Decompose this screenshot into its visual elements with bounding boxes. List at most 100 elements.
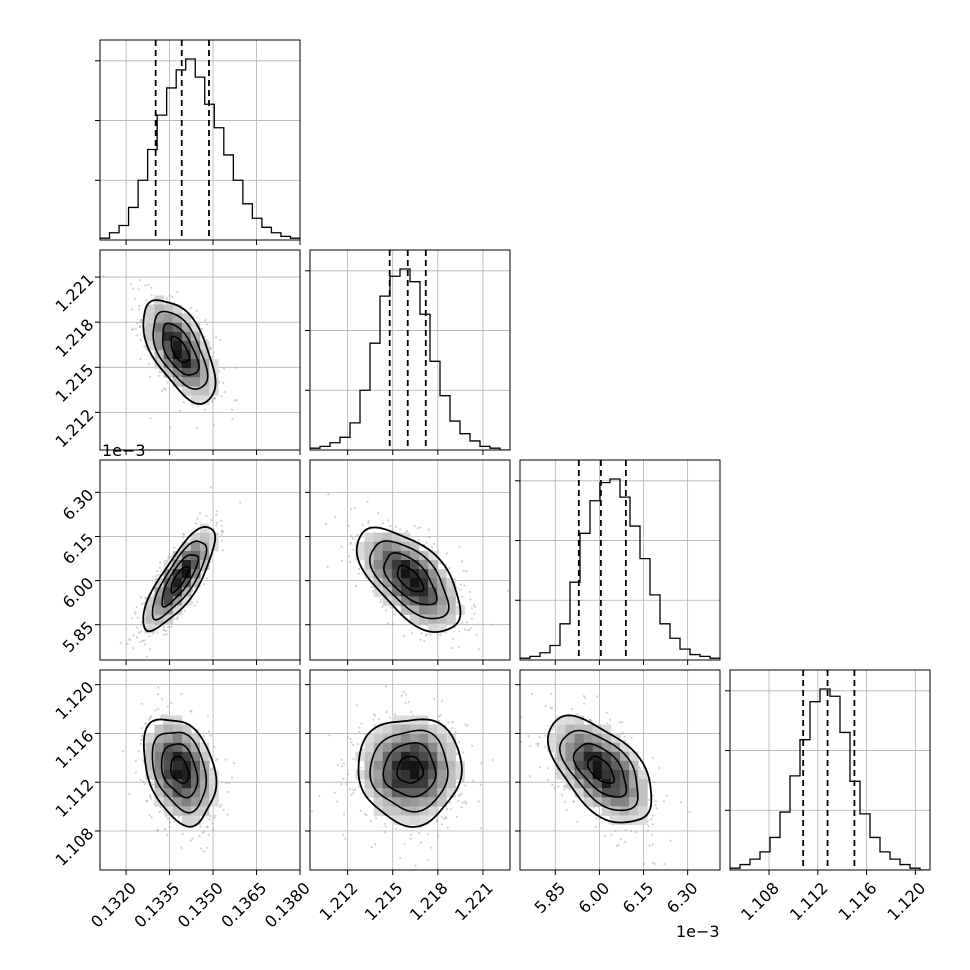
density-cell — [172, 733, 183, 744]
scatter-point — [417, 539, 420, 542]
scatter-point — [167, 555, 170, 558]
scatter-point — [348, 788, 351, 791]
density-cell — [209, 532, 219, 543]
scatter-point — [216, 757, 219, 761]
scatter-point — [166, 817, 170, 821]
density-cell — [592, 760, 603, 771]
y-tick-label: 1.221 — [52, 270, 98, 316]
density-cell — [200, 550, 210, 561]
scatter-point — [126, 642, 129, 646]
scatter-point — [200, 847, 203, 850]
density-cell — [446, 605, 456, 615]
scatter-point — [623, 840, 627, 843]
density-cell — [391, 779, 402, 789]
scatter-point — [428, 815, 431, 818]
scatter-point — [214, 814, 217, 817]
density-cell — [172, 350, 183, 360]
density-cell — [373, 560, 384, 570]
scatter-point — [208, 818, 211, 821]
scatter-point — [166, 833, 169, 837]
scatter-point — [222, 808, 225, 811]
scatter-point — [349, 542, 352, 545]
density-cell — [610, 788, 621, 798]
scatter-point — [553, 725, 556, 728]
scatter-point — [594, 825, 597, 828]
scatter-point — [212, 397, 215, 400]
scatter-point — [410, 710, 413, 713]
density-cell — [145, 331, 155, 342]
density-cell — [200, 395, 210, 405]
scatter-point — [592, 806, 596, 809]
scatter-point — [169, 426, 172, 429]
density-cell — [181, 587, 192, 597]
density-cell — [190, 815, 201, 825]
density-cell — [181, 340, 192, 351]
density-cell — [154, 313, 165, 324]
scatter-point — [220, 803, 223, 806]
scatter-point — [454, 731, 457, 734]
density-cell — [391, 560, 402, 570]
scatter-point — [143, 783, 146, 786]
scatter-point — [131, 328, 134, 331]
scatter-point — [147, 283, 150, 286]
scatter-point — [135, 334, 138, 337]
scatter-point — [177, 815, 180, 819]
scatter-point — [200, 572, 203, 575]
scatter-point — [350, 793, 353, 796]
scatter-point — [551, 728, 555, 731]
scatter-point — [576, 820, 579, 823]
density-cell — [154, 733, 165, 744]
scatter-point — [388, 716, 391, 719]
density-cell — [601, 724, 612, 735]
scatter-point — [551, 783, 554, 787]
scatter-point — [134, 612, 137, 616]
scatter-point — [563, 800, 567, 803]
scatter-point — [169, 821, 172, 824]
scatter-point — [340, 758, 343, 761]
scatter-point — [151, 783, 155, 786]
density-cell — [163, 569, 174, 579]
density-cell — [382, 797, 393, 807]
scatter-point — [399, 528, 402, 531]
density-cell — [382, 742, 393, 753]
density-cell — [428, 724, 438, 735]
density-cell — [154, 605, 165, 615]
scatter-point — [402, 635, 405, 638]
scatter-point — [358, 726, 361, 729]
density-cell — [163, 331, 174, 342]
density-cell — [446, 770, 456, 780]
panel-2-1 — [309, 459, 511, 661]
density-cell — [172, 806, 183, 816]
scatter-point — [359, 809, 362, 812]
density-cell — [190, 359, 201, 369]
scatter-point — [160, 389, 164, 392]
scatter-point — [143, 643, 147, 646]
scatter-point — [384, 685, 387, 688]
scatter-point — [451, 647, 454, 650]
density-cell — [592, 724, 603, 735]
scatter-point — [211, 822, 214, 825]
scatter-point — [352, 757, 355, 761]
scatter-point — [367, 520, 370, 523]
scatter-point — [372, 718, 375, 721]
scatter-point — [458, 794, 461, 797]
scatter-point — [157, 693, 160, 696]
contour-4 — [546, 714, 653, 824]
density-cell — [172, 377, 183, 387]
scatter-point — [425, 541, 428, 544]
scatter-point — [457, 645, 460, 648]
scatter-point — [538, 766, 542, 769]
scatter-point — [462, 751, 465, 754]
scatter-point — [220, 519, 223, 522]
scatter-point — [205, 338, 208, 342]
panel-1-0 — [99, 249, 301, 451]
density-cell — [391, 806, 402, 816]
scatter-point — [346, 736, 350, 739]
density-cell — [154, 788, 165, 798]
scatter-point — [658, 766, 661, 770]
scatter-point — [340, 783, 343, 786]
scatter-point — [156, 570, 159, 573]
scatter-point — [148, 718, 151, 721]
scatter-point — [318, 795, 321, 798]
density-cell — [190, 569, 201, 579]
